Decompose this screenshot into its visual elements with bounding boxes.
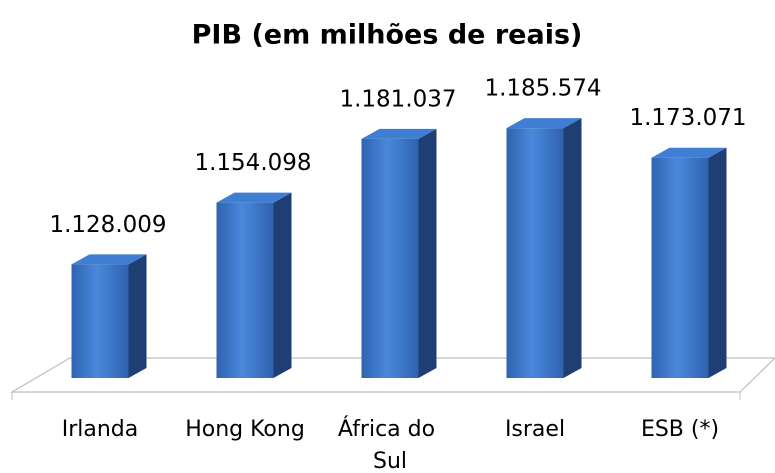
bar-top <box>506 118 582 129</box>
value-label: 1.128.009 <box>49 212 166 238</box>
bar-top <box>216 192 292 203</box>
bar-top <box>71 254 147 265</box>
x-tick-label: África do Sul <box>338 416 442 473</box>
value-label: 1.185.574 <box>484 76 601 102</box>
value-label: 1.181.037 <box>339 86 456 112</box>
bar-side <box>418 128 437 378</box>
bar-top <box>651 147 727 158</box>
bar-side <box>128 254 147 378</box>
value-label: 1.173.071 <box>629 105 746 131</box>
x-tick-label: Israel <box>505 417 565 442</box>
bar-top <box>361 128 437 139</box>
bar <box>216 202 274 378</box>
bar-side <box>563 118 582 378</box>
bar <box>361 138 419 378</box>
bar-side <box>273 192 292 378</box>
x-tick-label: ESB (*) <box>641 417 719 442</box>
chart-title: PIB (em milhões de reais) <box>192 20 583 51</box>
x-tick-label: Hong Kong <box>185 417 305 442</box>
bar-side <box>708 147 727 378</box>
bar <box>651 157 709 378</box>
value-label: 1.154.098 <box>194 150 311 176</box>
x-tick-label: Irlanda <box>62 417 139 442</box>
bar <box>506 128 564 378</box>
bar <box>71 264 129 378</box>
